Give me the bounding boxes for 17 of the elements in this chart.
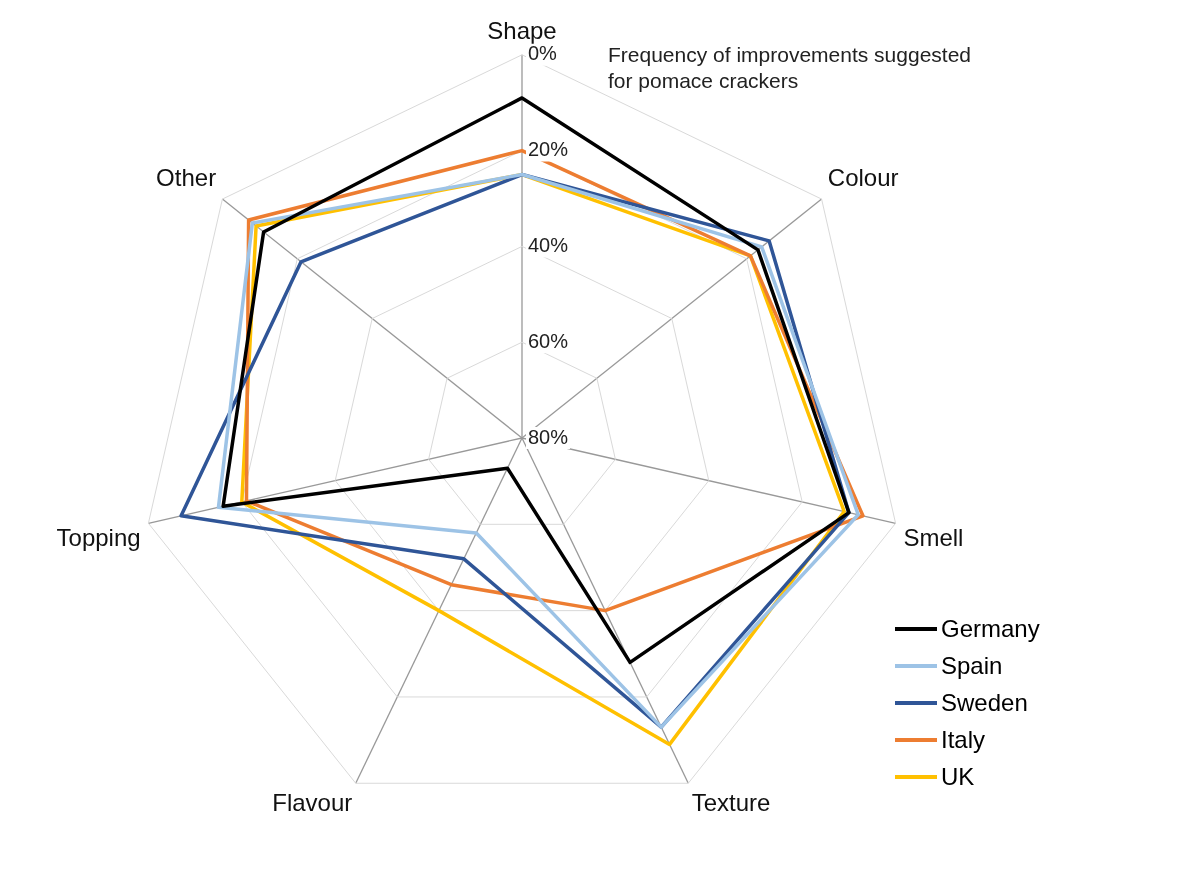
spoke-label: Other	[156, 164, 217, 192]
spoke-label: Colour	[827, 164, 899, 192]
spoke-label: Smell	[903, 524, 964, 552]
y-tick-label: 40%	[528, 233, 569, 256]
spoke-label: Flavour	[272, 789, 353, 817]
spoke-label: Shape	[487, 17, 557, 45]
legend-label: Italy	[941, 725, 986, 754]
spoke-label: Texture	[691, 789, 771, 817]
spoke-label: Topping	[56, 524, 141, 552]
y-tick-label: 20%	[528, 138, 569, 161]
legend-label: Spain	[941, 651, 1003, 680]
text: Frequency of improvements suggested for pomace crackers	[608, 42, 973, 94]
y-tick-label: 80%	[528, 425, 569, 448]
legend-label: Sweden	[941, 688, 1028, 717]
y-tick-label: 60%	[528, 329, 569, 352]
legend-label: UK	[941, 762, 975, 791]
legend-label: Germany	[941, 614, 1040, 643]
